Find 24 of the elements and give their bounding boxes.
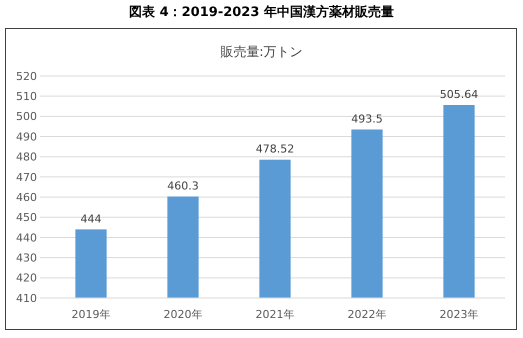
- data-label: 505.64: [440, 88, 478, 101]
- y-tick-label: 490: [16, 130, 37, 144]
- y-tick-label: 470: [16, 170, 37, 184]
- x-tick-label: 2022年: [348, 308, 386, 321]
- chart-subtitle: 販売量:万トン: [220, 45, 303, 60]
- y-tick-label: 420: [16, 272, 37, 285]
- data-label: 493.5: [351, 112, 383, 126]
- x-tick-label: 2023年: [440, 308, 478, 321]
- y-tick-label: 460: [16, 190, 37, 204]
- y-tick-label: 500: [16, 110, 37, 124]
- y-tick-label: 480: [16, 150, 37, 164]
- y-tick-label: 440: [16, 231, 37, 244]
- y-tick-label: 430: [16, 251, 37, 264]
- x-tick-label: 2021年: [256, 308, 294, 321]
- x-tick-label: 2020年: [164, 308, 202, 321]
- y-tick-label: 520: [16, 70, 37, 83]
- y-tick-label: 410: [16, 292, 37, 305]
- chart-title: 図表 4：2019-2023 年中国漢方薬材販売量: [129, 4, 394, 20]
- data-label: 460.3: [167, 179, 199, 192]
- data-label: 444: [80, 212, 102, 226]
- data-label: 478.52: [256, 142, 294, 156]
- x-tick-label: 2019年: [72, 308, 110, 321]
- y-tick-label: 450: [16, 211, 37, 224]
- y-tick-label: 510: [16, 90, 37, 104]
